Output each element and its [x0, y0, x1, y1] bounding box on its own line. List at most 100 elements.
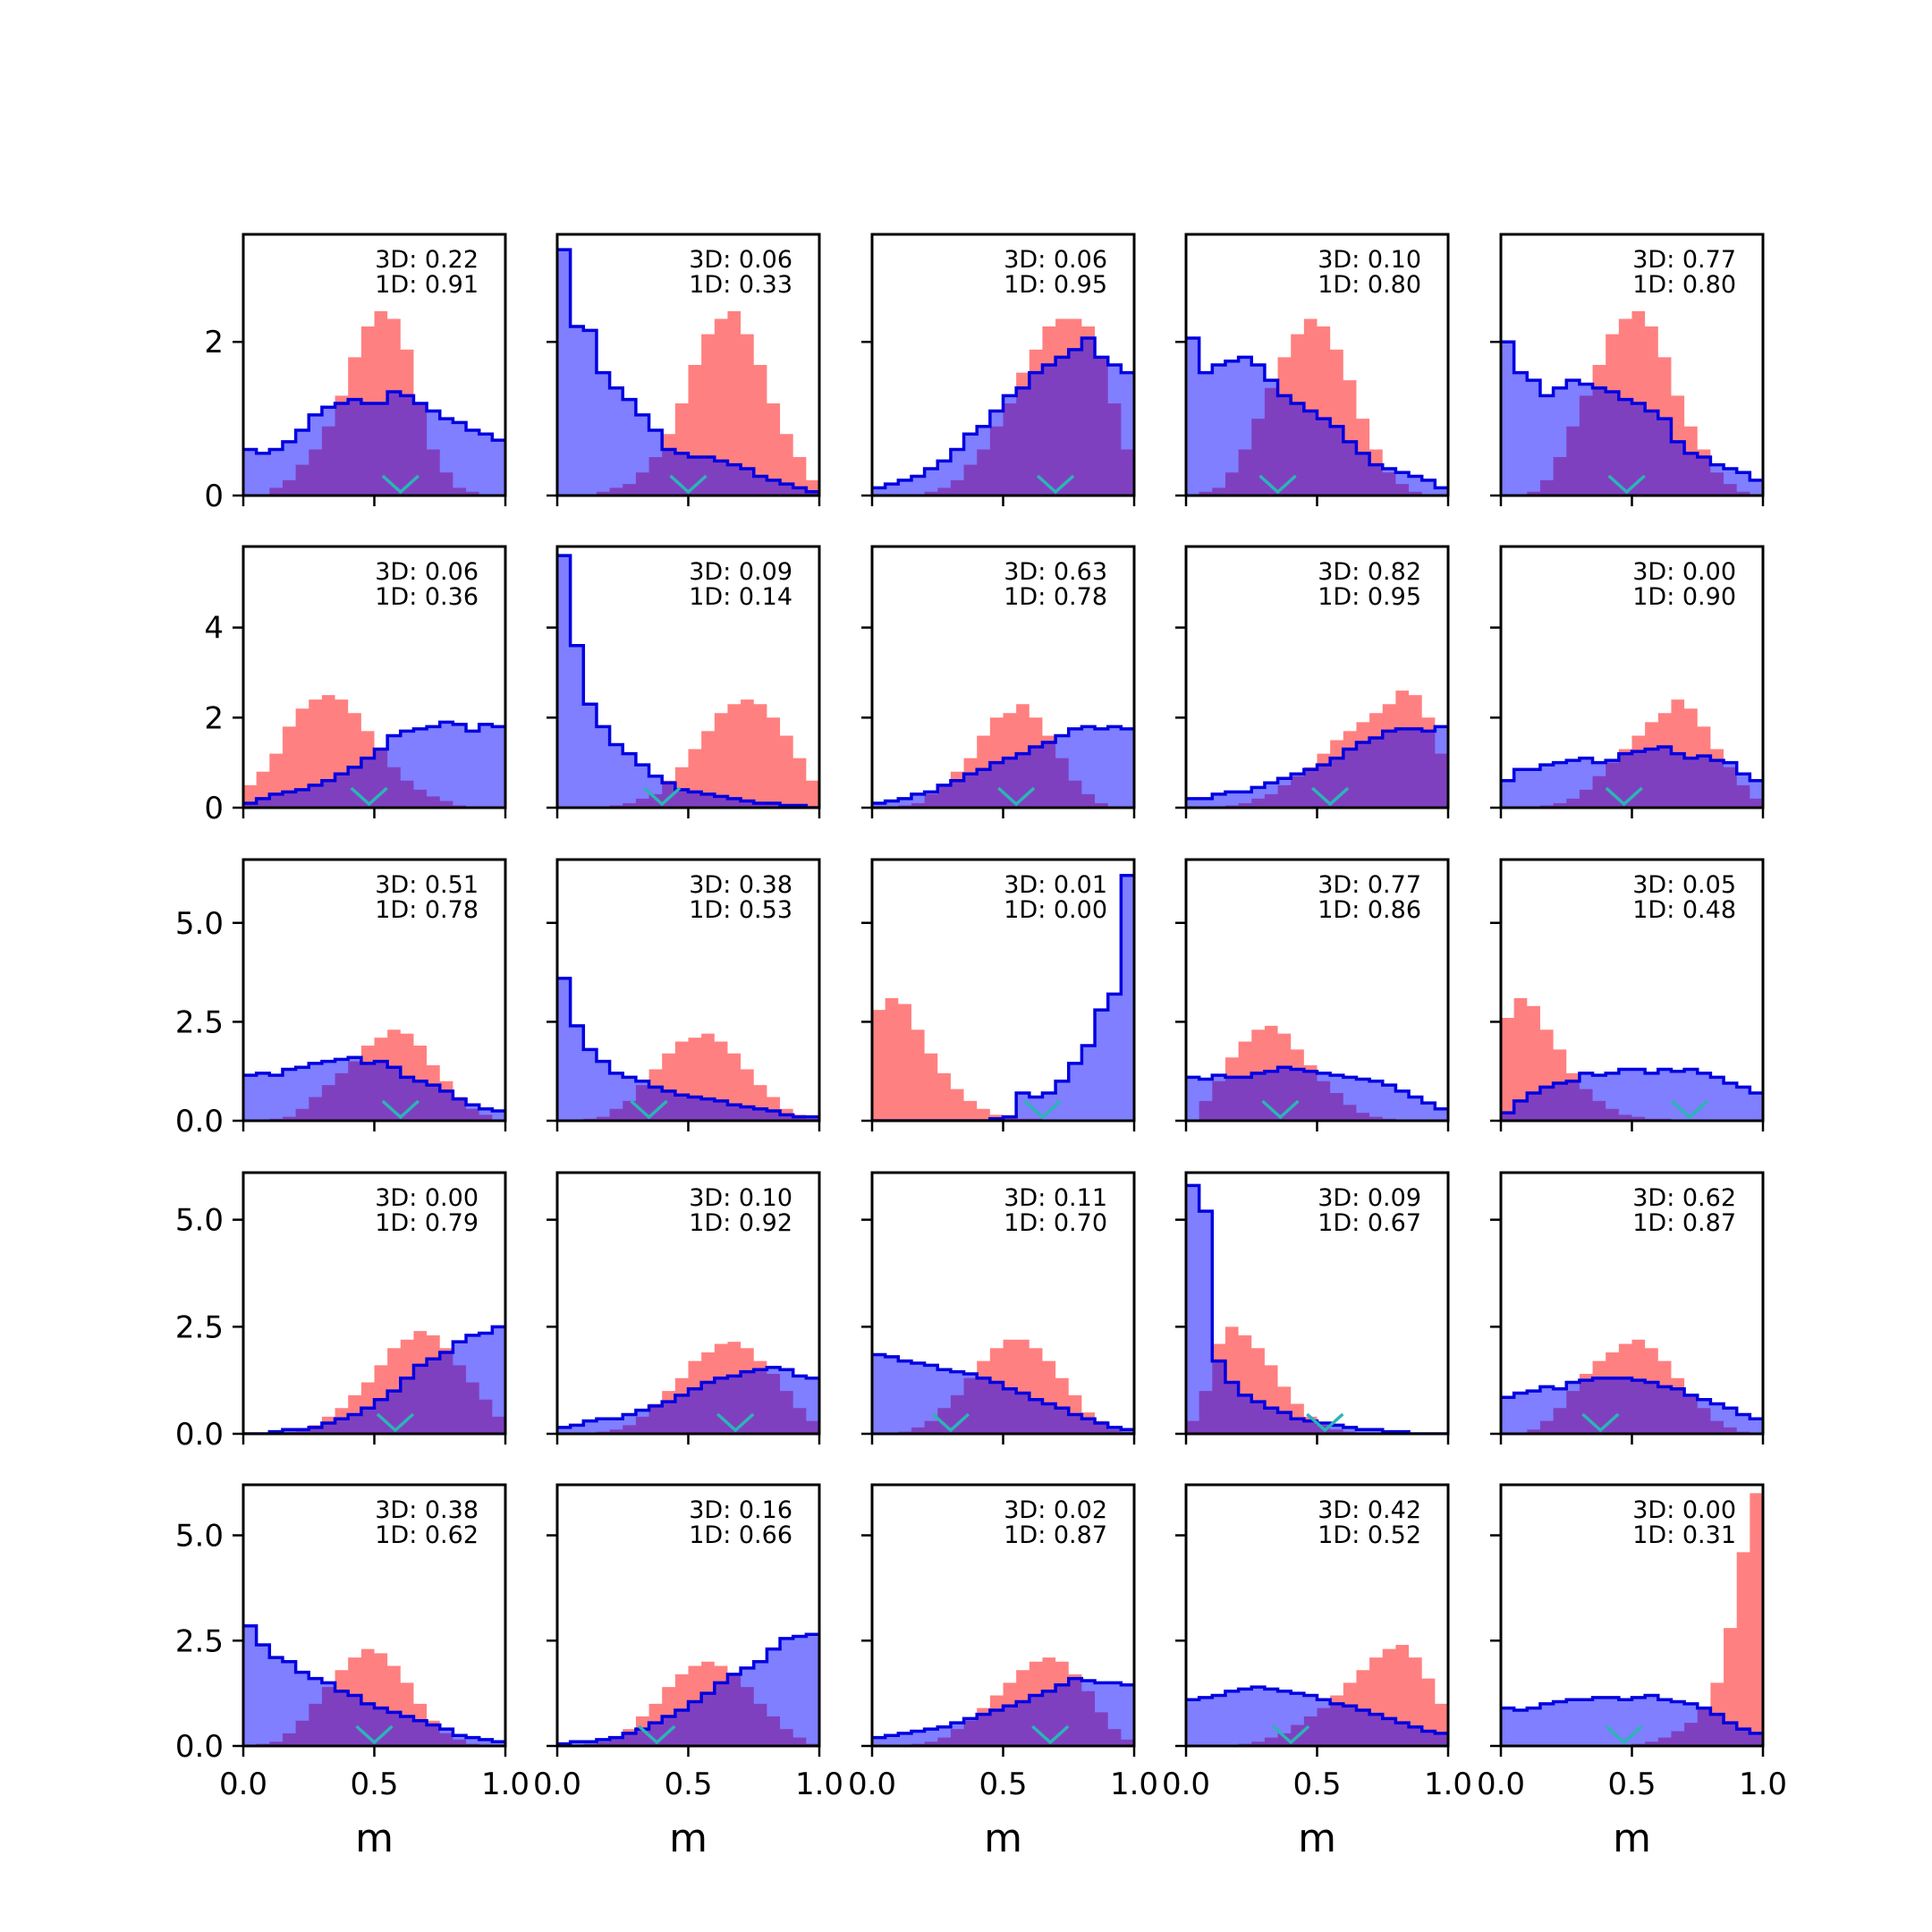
- marker-v: [1261, 1099, 1300, 1120]
- marker-v: [376, 1412, 415, 1433]
- blue-histogram-outline: [243, 720, 505, 805]
- annotation-1d: 1D: 0.48: [1632, 896, 1736, 924]
- annotation-3d: 3D: 0.16: [689, 1496, 792, 1524]
- blue-histogram-outline: [557, 554, 819, 808]
- annotation-1d: 1D: 0.95: [1318, 583, 1421, 611]
- blue-histogram: [1186, 1067, 1448, 1121]
- y-tick-label: 0.0: [175, 1417, 224, 1453]
- annotation-3d: 3D: 0.10: [1318, 246, 1421, 274]
- annotation-3d: 3D: 0.77: [1632, 246, 1736, 274]
- x-tick-label: 0.0: [533, 1767, 581, 1802]
- blue-histogram-outline: [1186, 1065, 1448, 1111]
- panel-plot-area: [872, 704, 1134, 808]
- x-tick-label: 0.5: [979, 1767, 1027, 1802]
- x-axis-label: m: [984, 1816, 1022, 1861]
- x-tick-label: 1.0: [1739, 1767, 1787, 1802]
- blue-histogram: [1186, 1687, 1448, 1746]
- blue-histogram-outline: [557, 248, 819, 494]
- y-tick-label: 0.0: [175, 1729, 224, 1765]
- annotation-3d: 3D: 0.10: [689, 1184, 792, 1212]
- marker-v: [1031, 1724, 1070, 1745]
- panel-plot-area: [1501, 1493, 1763, 1746]
- annotation-3d: 3D: 0.06: [375, 558, 479, 586]
- annotation-3d: 3D: 0.38: [375, 1496, 479, 1524]
- marker-v: [355, 1724, 394, 1745]
- marker-v: [630, 1099, 668, 1120]
- annotation-1d: 1D: 0.86: [1318, 896, 1421, 924]
- annotation-3d: 3D: 0.06: [689, 246, 792, 274]
- blue-histogram-outline: [243, 390, 505, 455]
- y-tick-label: 2.5: [175, 1004, 224, 1040]
- annotation-3d: 3D: 0.00: [375, 1184, 479, 1212]
- marker-v: [1272, 1724, 1310, 1745]
- blue-histogram: [872, 337, 1134, 496]
- annotation-3d: 3D: 0.09: [1318, 1184, 1421, 1212]
- annotation-1d: 1D: 0.78: [1004, 583, 1107, 611]
- annotation-1d: 1D: 0.67: [1318, 1209, 1421, 1237]
- panel-plot-area: [1186, 1025, 1448, 1121]
- y-tick-label: 2: [204, 700, 224, 736]
- blue-histogram: [243, 1625, 505, 1746]
- panel-plot-area: [557, 1342, 819, 1434]
- annotation-1d: 1D: 0.36: [375, 583, 479, 611]
- marker-v: [381, 474, 419, 495]
- y-tick-label: 4: [204, 611, 224, 647]
- annotation-1d: 1D: 0.80: [1632, 271, 1736, 299]
- blue-histogram-outline: [557, 976, 819, 1119]
- annotation-3d: 3D: 0.82: [1318, 558, 1421, 586]
- blue-histogram-outline: [1186, 1183, 1448, 1434]
- marker-v: [1581, 1412, 1620, 1433]
- blue-histogram: [1186, 1185, 1448, 1434]
- red-histogram: [557, 699, 819, 808]
- x-tick-label: 1.0: [1424, 1767, 1472, 1802]
- marker-v: [350, 786, 388, 807]
- x-tick-label: 0.0: [848, 1767, 896, 1802]
- x-tick-label: 0.0: [219, 1767, 267, 1802]
- annotation-3d: 3D: 0.00: [1632, 1496, 1736, 1524]
- annotation-3d: 3D: 0.62: [1632, 1184, 1736, 1212]
- panel-plot-area: [872, 1657, 1134, 1746]
- blue-histogram-outline: [872, 1676, 1134, 1740]
- annotation-1d: 1D: 0.91: [375, 271, 479, 299]
- annotation-3d: 3D: 0.22: [375, 246, 479, 274]
- marker-v: [643, 786, 682, 807]
- blue-histogram: [243, 1057, 505, 1121]
- annotation-1d: 1D: 0.87: [1004, 1521, 1107, 1549]
- y-tick-label: 0: [204, 791, 224, 826]
- panel-plot-area: [557, 554, 819, 808]
- x-axis-label: m: [669, 1816, 708, 1861]
- blue-histogram-outline: [872, 336, 1134, 490]
- panel-plot-area: [243, 695, 505, 808]
- annotation-1d: 1D: 0.87: [1632, 1209, 1736, 1237]
- y-tick-label: 5.0: [175, 1519, 224, 1555]
- annotation-3d: 3D: 0.05: [1632, 871, 1736, 899]
- annotation-3d: 3D: 0.42: [1318, 1496, 1421, 1524]
- annotation-3d: 3D: 0.11: [1004, 1184, 1107, 1212]
- blue-histogram: [557, 978, 819, 1121]
- panel-plot-area: [1186, 691, 1448, 808]
- marker-v: [1036, 474, 1075, 495]
- x-tick-label: 0.0: [1162, 1767, 1210, 1802]
- red-histogram: [1501, 1493, 1763, 1746]
- annotation-1d: 1D: 0.78: [375, 896, 479, 924]
- panel-plot-area: [1501, 1339, 1763, 1434]
- blue-histogram-outline: [1186, 724, 1448, 801]
- blue-histogram-outline: [1501, 1693, 1763, 1735]
- x-axis-label: m: [1298, 1816, 1336, 1861]
